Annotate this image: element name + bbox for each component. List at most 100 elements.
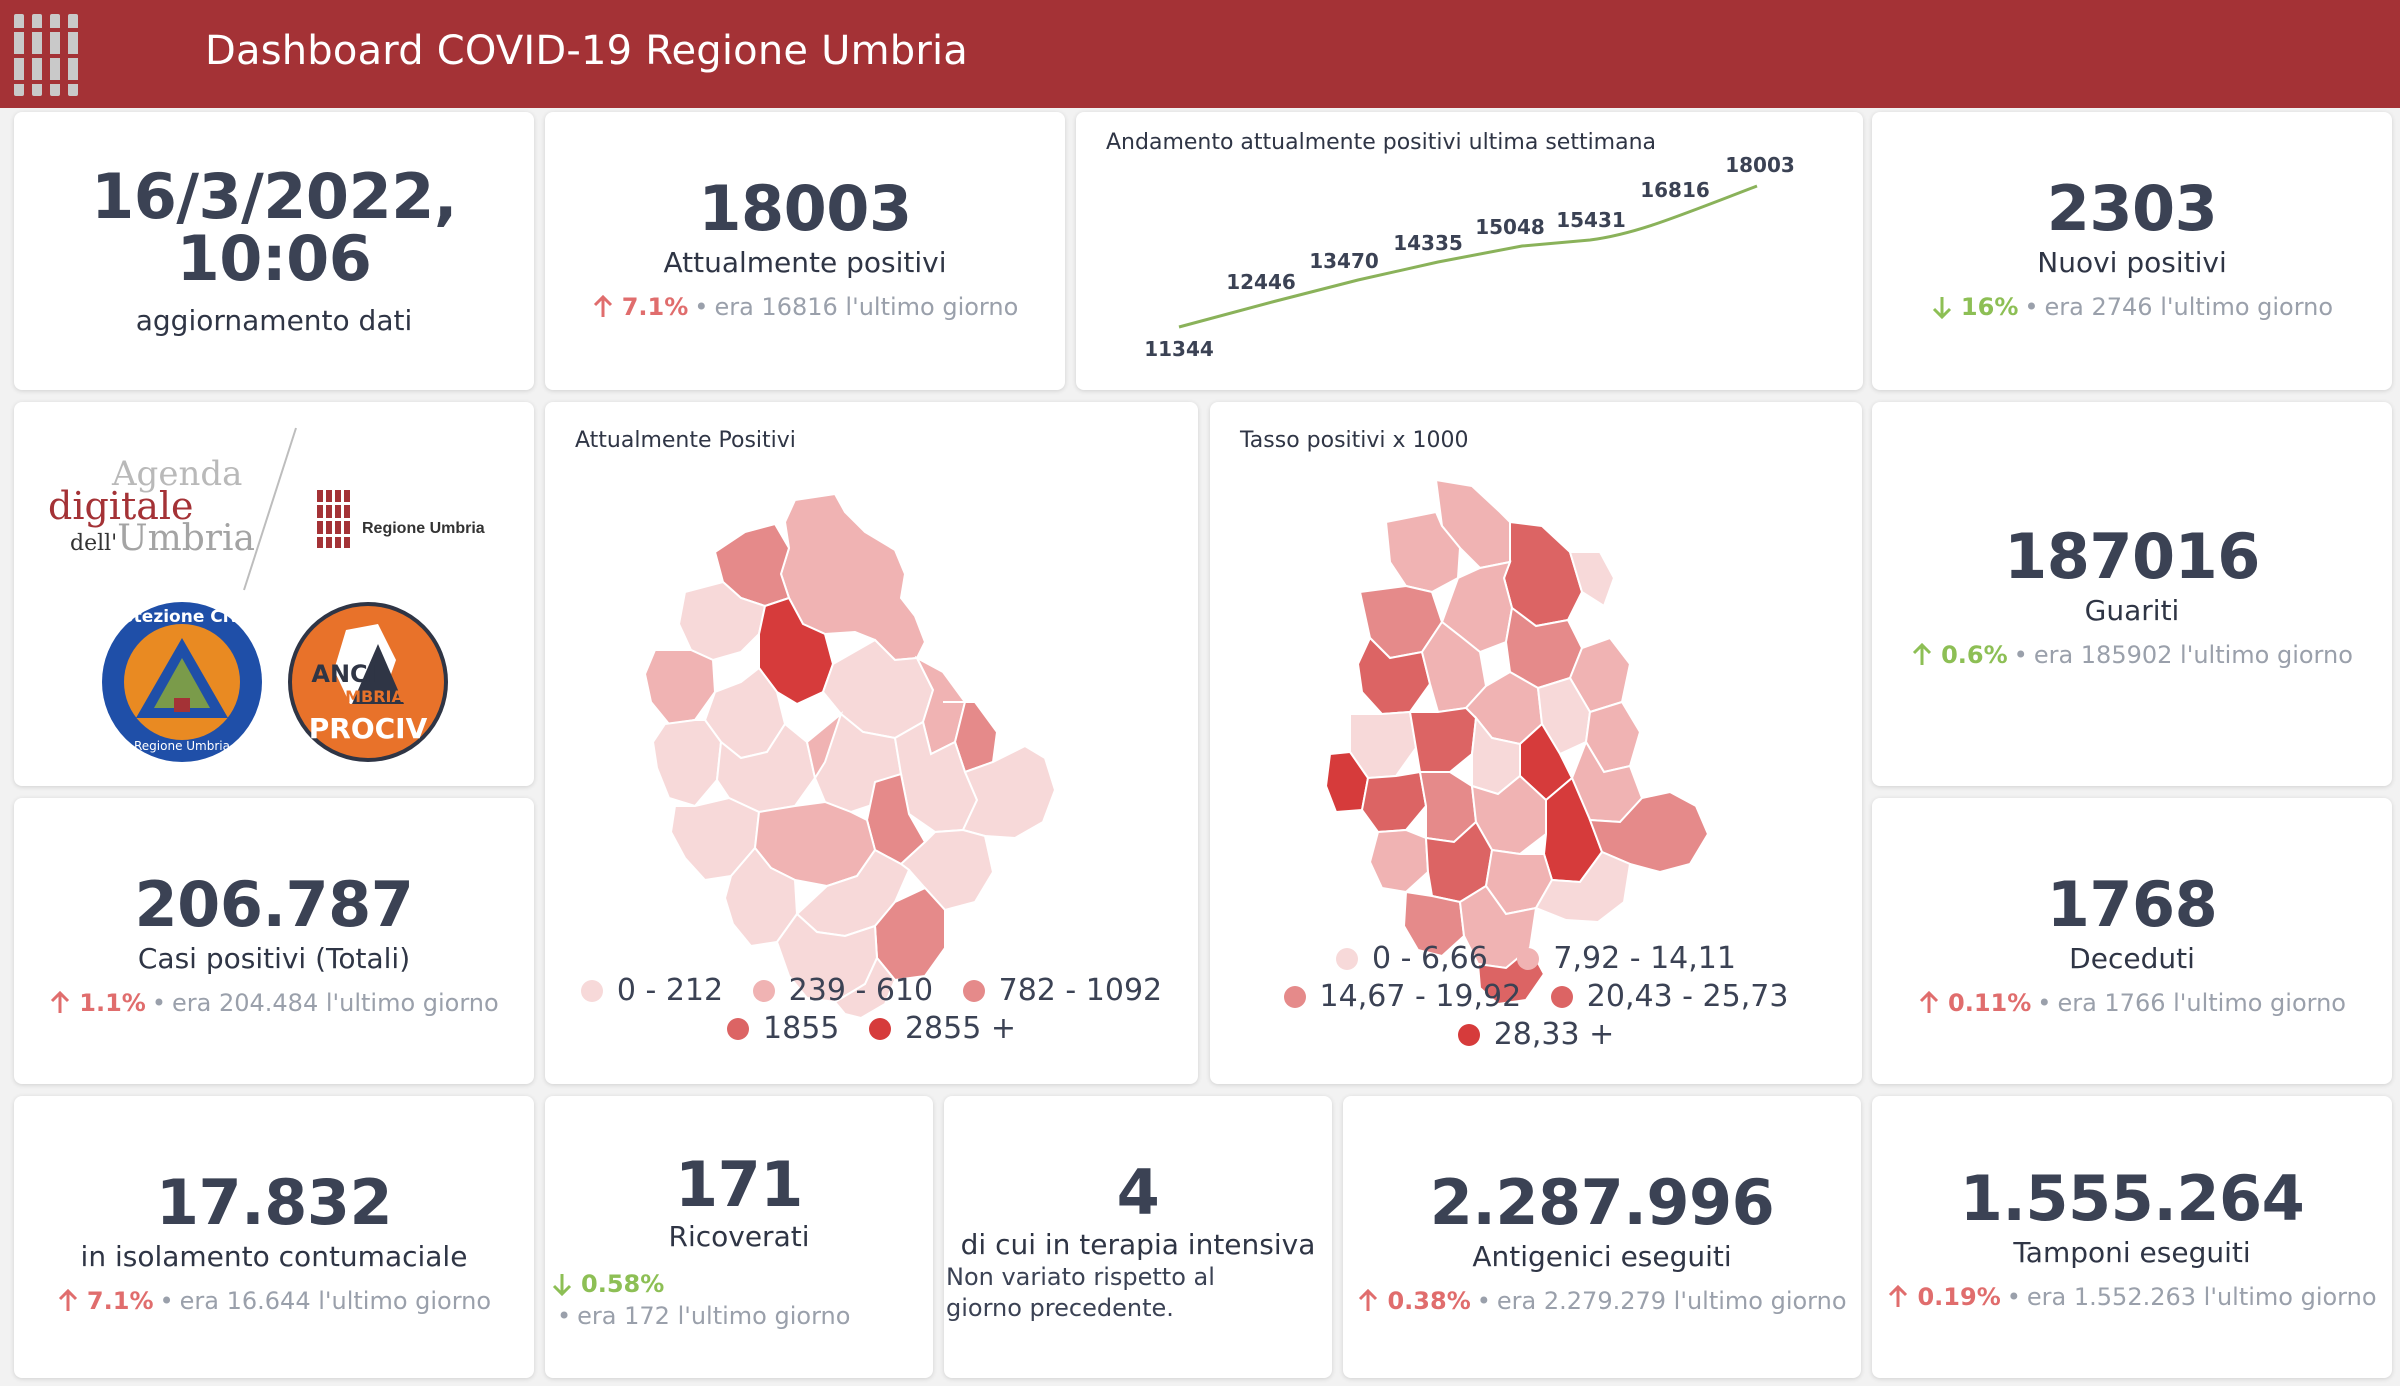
trend-label: 16816 bbox=[1640, 178, 1710, 202]
map-region bbox=[677, 580, 767, 662]
trend-chart-card: Andamento attualmente positivi ultima se… bbox=[1076, 112, 1863, 390]
tamponi-value: 1.555.264 bbox=[1959, 1162, 2305, 1235]
legend-dot bbox=[752, 980, 775, 1002]
update-card: 16/3/2022, 10:06 aggiornamento dati bbox=[14, 112, 534, 390]
legend-item: 14,67 - 19,92 bbox=[1283, 978, 1521, 1016]
arrow-up-icon bbox=[1919, 991, 1939, 1013]
legend-dot bbox=[868, 1018, 891, 1040]
ricoverati-label: Ricoverati bbox=[668, 1220, 810, 1253]
trend-label: 12446 bbox=[1226, 270, 1296, 294]
trend-label: 11344 bbox=[1144, 337, 1214, 361]
svg-text:Protezione Civile: Protezione Civile bbox=[101, 607, 263, 627]
ricoverati-value: 171 bbox=[675, 1148, 803, 1221]
arrow-up-icon bbox=[1889, 1285, 1908, 1307]
ricoverati-change: 0.58% bbox=[551, 1270, 664, 1298]
casi-totali-card: 206.787 Casi positivi (Totali) 1.1% • era … bbox=[14, 798, 534, 1084]
svg-text:Regione Umbria: Regione Umbria bbox=[134, 739, 230, 753]
map2-title: Tasso positivi x 1000 bbox=[1240, 428, 1469, 453]
map-region bbox=[1408, 706, 1478, 773]
ricoverati-previous: • era 172 l'ultimo giorno bbox=[557, 1302, 851, 1330]
deceduti-label: Deceduti bbox=[2069, 942, 2195, 975]
regione-umbria-logo-text: Regione Umbria bbox=[362, 520, 485, 537]
change-percent: 0.38% bbox=[1387, 1287, 1471, 1315]
isolamento-card: 17.832 in isolamento contumaciale 7.1% • e… bbox=[14, 1096, 534, 1378]
legend-dot bbox=[580, 980, 603, 1002]
legend-item: 782 - 1092 bbox=[962, 972, 1162, 1010]
attualmente-positivi-label: Attualmente positivi bbox=[663, 246, 947, 279]
change-percent: 0.58% bbox=[581, 1270, 665, 1298]
map-region bbox=[1360, 770, 1428, 834]
terapia-value: 4 bbox=[1116, 1156, 1160, 1229]
update-label: aggiornamento dati bbox=[135, 303, 413, 337]
trend-label: 15431 bbox=[1556, 208, 1626, 232]
legend-dot bbox=[1457, 1024, 1480, 1046]
tamponi-card: 1.555.264 Tamponi eseguiti 0.19% • era 1.5… bbox=[1872, 1096, 2392, 1378]
map-region bbox=[1568, 551, 1616, 608]
ricoverati-card: 171 Ricoverati 0.58% • era 172 l'ultimo g… bbox=[545, 1096, 933, 1378]
isolamento-value: 17.832 bbox=[155, 1166, 393, 1239]
nuovi-positivi-change: 16% • era 2746 l'ultimo giorno bbox=[1931, 293, 2333, 321]
regione-umbria-logo-icon bbox=[12, 14, 80, 96]
casi-totali-value: 206.787 bbox=[134, 868, 414, 941]
isolamento-change: 7.1% • era 16.644 l'ultimo giorno bbox=[57, 1287, 491, 1315]
legend-item: 2855 + bbox=[868, 1010, 1016, 1048]
legend-item: 0 - 212 bbox=[580, 972, 723, 1010]
previous-value: era 1.552.263 bbox=[2026, 1283, 2197, 1311]
arrow-down-icon bbox=[552, 1274, 572, 1296]
trend-label: 18003 bbox=[1725, 153, 1795, 177]
map-region bbox=[1534, 850, 1632, 924]
legend-dot bbox=[1336, 948, 1359, 970]
antigenici-card: 2.287.996 Antigenici eseguiti 0.38% • era … bbox=[1343, 1096, 1861, 1378]
map1-legend: 0 - 212 239 - 610 782 - 1092 1855 2855 + bbox=[545, 972, 1198, 1048]
attualmente-positivi-card: 18003 Attualmente positivi 7.1% • era 1681… bbox=[545, 112, 1065, 390]
nuovi-positivi-value: 2303 bbox=[2046, 172, 2218, 245]
legend-dot bbox=[1283, 986, 1306, 1008]
map-region bbox=[805, 711, 844, 781]
logos-card: Agenda digitale dell'Umbria Regione Umbr… bbox=[14, 402, 534, 786]
map-region bbox=[833, 956, 897, 1020]
map-region bbox=[1588, 790, 1710, 874]
previous-value: era 185902 bbox=[2033, 641, 2173, 669]
arrow-down-icon bbox=[1932, 297, 1951, 319]
change-percent: 7.1% bbox=[86, 1287, 154, 1315]
app-header: Dashboard COVID-19 Regione Umbria bbox=[0, 0, 2400, 108]
nuovi-positivi-label: Nuovi positivi bbox=[2037, 246, 2227, 279]
svg-text:ANCI: ANCI bbox=[311, 660, 376, 688]
antigenici-change: 0.38% • era 2.279.279 l'ultimo giorno bbox=[1357, 1287, 1847, 1315]
svg-text:PROCIV: PROCIV bbox=[309, 712, 428, 745]
guariti-label: Guariti bbox=[2084, 594, 2180, 627]
casi-totali-label: Casi positivi (Totali) bbox=[137, 942, 411, 975]
legend-dot bbox=[1550, 986, 1573, 1008]
legend-item: 28,33 + bbox=[1457, 1016, 1614, 1054]
legend-item: 1855 bbox=[727, 1010, 839, 1048]
map-region bbox=[961, 744, 1057, 840]
legend-item: 20,43 - 25,73 bbox=[1550, 978, 1788, 1016]
tamponi-change: 0.19% • era 1.552.263 l'ultimo giorno bbox=[1887, 1283, 2377, 1311]
map-region bbox=[1368, 828, 1430, 894]
umbria-map-tasso bbox=[1324, 478, 1710, 1006]
tamponi-label: Tamponi eseguiti bbox=[2013, 1236, 2251, 1269]
legend-item: 7,92 - 14,11 bbox=[1517, 940, 1736, 978]
legend-item: 239 - 610 bbox=[752, 972, 933, 1010]
trend-label: 15048 bbox=[1475, 215, 1545, 239]
change-percent: 7.1% bbox=[621, 293, 689, 321]
terapia-label: di cui in terapia intensiva bbox=[960, 1228, 1316, 1261]
map-region bbox=[1402, 890, 1466, 958]
deceduti-value: 1768 bbox=[2046, 868, 2218, 941]
divider-line bbox=[243, 427, 297, 591]
trend-line bbox=[1178, 184, 1758, 329]
deceduti-change: 0.11% • era 1766 l'ultimo giorno bbox=[1918, 989, 2346, 1017]
map2-legend: 0 - 6,66 7,92 - 14,11 14,67 - 19,92 20,4… bbox=[1210, 940, 1862, 1054]
agenda-digitale-logo: Agenda digitale dell'Umbria bbox=[48, 454, 255, 559]
trend-chart-title: Andamento attualmente positivi ultima se… bbox=[1106, 130, 1657, 155]
previous-value: era 204.484 bbox=[172, 989, 319, 1017]
casi-totali-change: 1.1% • era 204.484 l'ultimo giorno bbox=[49, 989, 499, 1017]
map-attualmente-positivi-card: Attualmente Positivi bbox=[545, 402, 1198, 1084]
legend-dot bbox=[727, 1018, 750, 1040]
change-percent: 0.11% bbox=[1948, 989, 2032, 1017]
guariti-change: 0.6% • era 185902 l'ultimo giorno bbox=[1911, 641, 2353, 669]
map-tasso-positivi-card: Tasso positivi x 1000 bbox=[1210, 402, 1862, 1084]
arrow-up-icon bbox=[51, 991, 70, 1013]
previous-value: era 1766 bbox=[2057, 989, 2166, 1017]
antigenici-value: 2.287.996 bbox=[1429, 1166, 1775, 1239]
